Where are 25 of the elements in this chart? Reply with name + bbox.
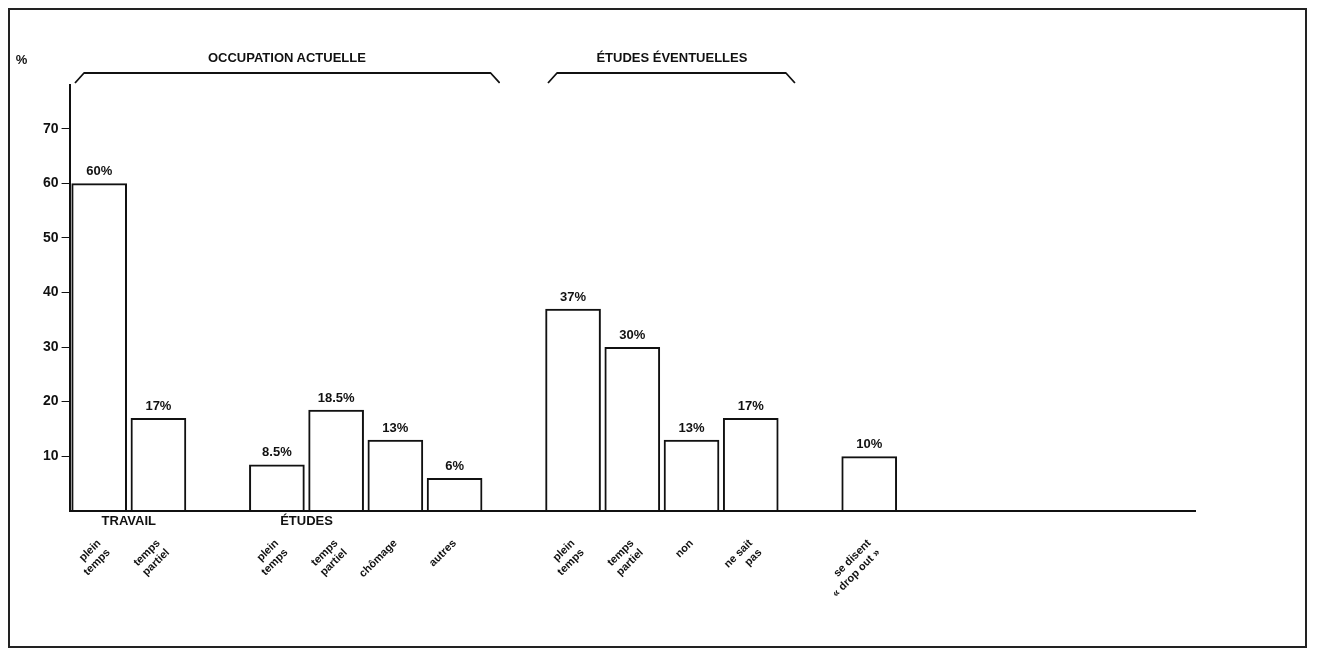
y-tick-label: 60: [42, 174, 59, 191]
text: TRAVAIL: [101, 512, 157, 528]
data-label: 60%: [86, 163, 113, 179]
text: ÉTUDES ÉVENTUELLES: [596, 50, 748, 66]
data-label: 13%: [382, 419, 409, 435]
y-axis-title: %: [15, 52, 28, 68]
x-tick-label: ne sait pas: [721, 536, 764, 570]
data-label: 6%: [445, 458, 465, 474]
data-label: 37%: [560, 288, 587, 304]
text: ÉTUDES: [280, 512, 334, 528]
data-label: 10%: [856, 436, 883, 452]
data-label: 8.5%: [262, 444, 293, 460]
text: OCCUPATION ACTUELLE: [207, 50, 367, 66]
x-tick-label: non: [672, 536, 696, 560]
data-label: 18.5%: [317, 389, 355, 405]
y-tick-label: 30: [42, 337, 59, 354]
y-tick-label: 40: [42, 283, 59, 300]
data-label: 30%: [619, 327, 646, 343]
y-tick-label: 20: [42, 392, 59, 409]
data-label: 17%: [737, 398, 765, 414]
y-tick-label: 70: [42, 119, 59, 136]
y-tick-label: 50: [42, 228, 59, 245]
y-tick-label: 10: [42, 447, 59, 464]
data-label: 17%: [145, 398, 172, 414]
data-label: 13%: [678, 419, 705, 435]
